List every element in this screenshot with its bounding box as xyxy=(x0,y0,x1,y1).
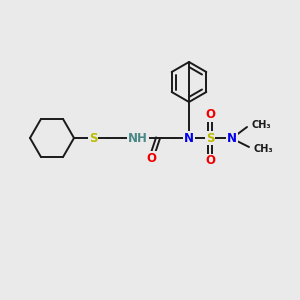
Text: S: S xyxy=(206,131,214,145)
Text: CH₃: CH₃ xyxy=(252,120,272,130)
Text: CH₃: CH₃ xyxy=(254,144,274,154)
Text: N: N xyxy=(184,131,194,145)
Text: N: N xyxy=(227,131,237,145)
Text: NH: NH xyxy=(128,131,148,145)
Text: O: O xyxy=(205,154,215,167)
Text: O: O xyxy=(146,152,156,164)
Text: O: O xyxy=(205,109,215,122)
Text: S: S xyxy=(89,131,97,145)
